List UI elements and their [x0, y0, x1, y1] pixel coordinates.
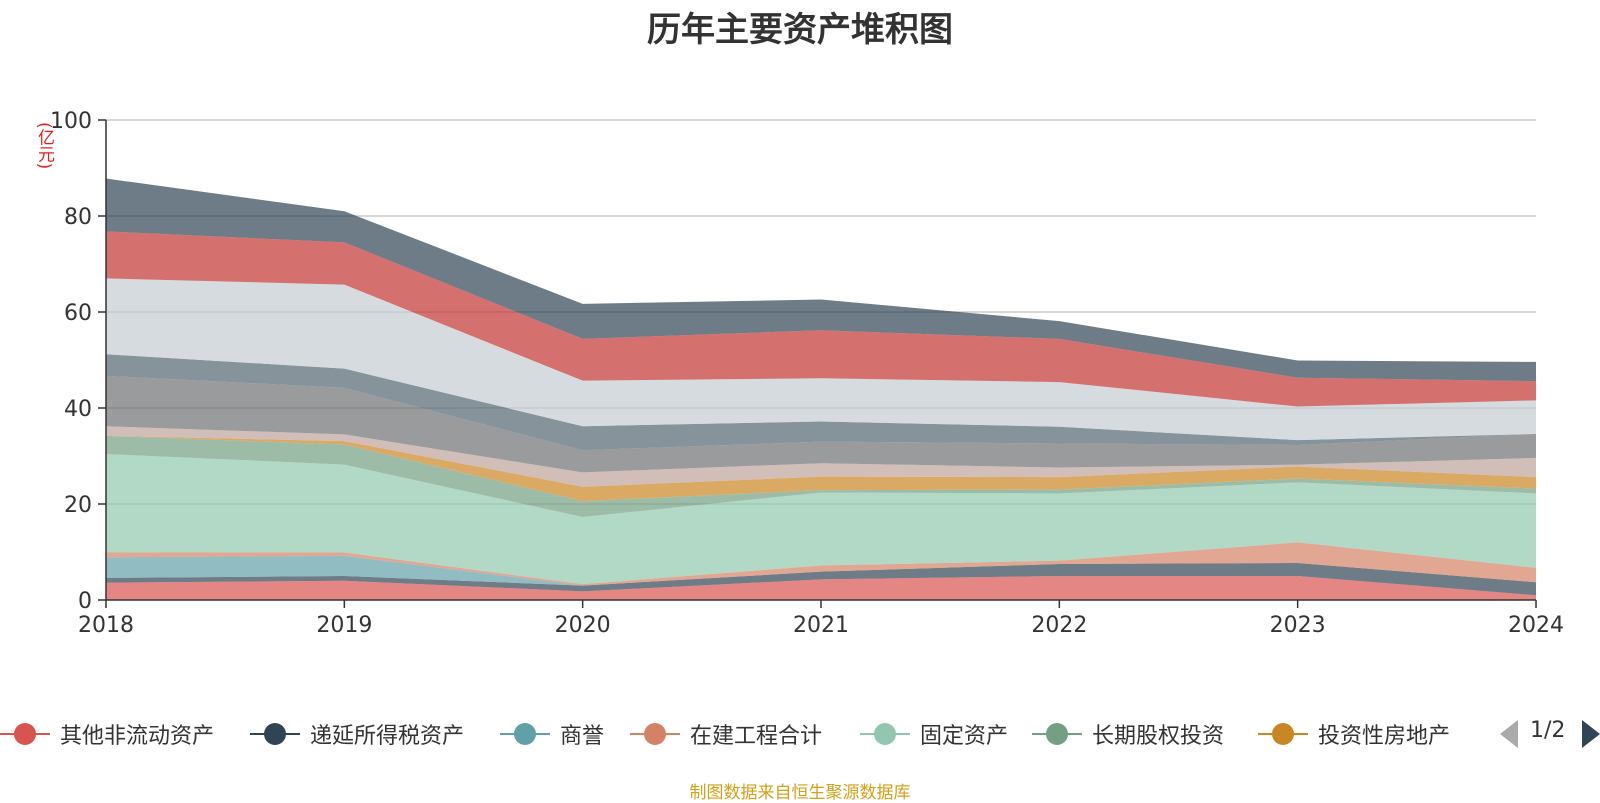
legend-marker-icon — [0, 716, 50, 752]
x-tick-label-1: 2019 — [316, 613, 372, 638]
legend-item-0[interactable]: 其他非流动资产 — [0, 716, 214, 752]
y-tick-label-2: 40 — [64, 397, 92, 422]
area-series-7[interactable] — [106, 426, 1536, 487]
area-series-6[interactable] — [106, 435, 1536, 502]
area-series-8[interactable] — [106, 375, 1536, 473]
legend-marker-icon — [860, 716, 910, 752]
legend-label: 固定资产 — [920, 724, 1009, 749]
x-tick-label-3: 2021 — [793, 613, 849, 638]
legend-label: 递延所得税资产 — [310, 724, 465, 749]
legend-item-6[interactable]: 投资性房地产 — [1258, 716, 1450, 752]
area-series-layer — [106, 178, 1536, 600]
area-series-1[interactable] — [106, 563, 1536, 596]
legend-item-3[interactable]: 在建工程合计 — [630, 716, 822, 752]
legend-item-4[interactable]: 固定资产 — [860, 716, 1008, 752]
y-tick-label-1: 20 — [64, 493, 92, 518]
y-tick-label-0: 0 — [78, 589, 92, 614]
x-tick-label-2: 2020 — [555, 613, 611, 638]
x-tick-label-5: 2023 — [1270, 613, 1326, 638]
axes — [98, 119, 1537, 608]
y-axis-unit: (亿元) — [34, 122, 54, 170]
legend-label: 长期股权投资 — [1092, 724, 1225, 749]
area-series-10[interactable] — [106, 278, 1536, 441]
legend-pager: 1/2 — [1500, 716, 1600, 752]
y-tick-label-3: 60 — [64, 301, 92, 326]
legend-marker-icon — [1032, 716, 1082, 752]
legend-marker-icon — [500, 716, 550, 752]
x-tick-label-4: 2022 — [1031, 613, 1087, 638]
legend-next-page-icon[interactable] — [1582, 720, 1600, 748]
legend-item-2[interactable]: 商誉 — [500, 716, 604, 752]
x-tick-label-0: 2018 — [78, 613, 134, 638]
area-series-9[interactable] — [106, 354, 1536, 451]
legend-marker-icon — [630, 716, 680, 752]
area-series-2[interactable] — [106, 555, 1536, 586]
legend-marker-icon — [1258, 716, 1308, 752]
y-tick-label-5: 100 — [50, 109, 92, 134]
area-series-3[interactable] — [106, 542, 1536, 586]
area-series-5[interactable] — [106, 435, 1536, 517]
legend-prev-page-icon[interactable] — [1500, 720, 1518, 748]
x-tick-label-6: 2024 — [1508, 613, 1564, 638]
legend: 其他非流动资产 递延所得税资产 商誉 在建工程合计 固定资产 长期股权投资 投资性房地产 1… — [0, 716, 1600, 752]
legend-page-indicator: 1/2 — [1530, 718, 1566, 743]
legend-item-1[interactable]: 递延所得税资产 — [250, 716, 464, 752]
stacked-area-chart: 0 20 40 60 80 100 2018 2019 2020 2021 2022 2023 2024 — [50, 109, 1564, 638]
chart-title: 历年主要资产堆积图 — [647, 10, 953, 50]
area-series-12[interactable] — [106, 178, 1536, 382]
legend-label: 商誉 — [560, 724, 605, 749]
area-series-11[interactable] — [106, 231, 1536, 407]
legend-marker-icon — [250, 716, 300, 752]
legend-label: 其他非流动资产 — [60, 724, 215, 749]
legend-label: 在建工程合计 — [690, 724, 823, 749]
legend-item-5[interactable]: 长期股权投资 — [1032, 716, 1224, 752]
area-series-0[interactable] — [106, 576, 1536, 600]
source-note: 制图数据来自恒生聚源数据库 — [689, 783, 911, 803]
tick-labels: 0 20 40 60 80 100 2018 2019 2020 2021 2022 2023 2024 — [50, 109, 1564, 638]
legend-label: 投资性房地产 — [1318, 724, 1451, 749]
y-tick-label-4: 80 — [64, 205, 92, 230]
area-series-4[interactable] — [106, 454, 1536, 585]
